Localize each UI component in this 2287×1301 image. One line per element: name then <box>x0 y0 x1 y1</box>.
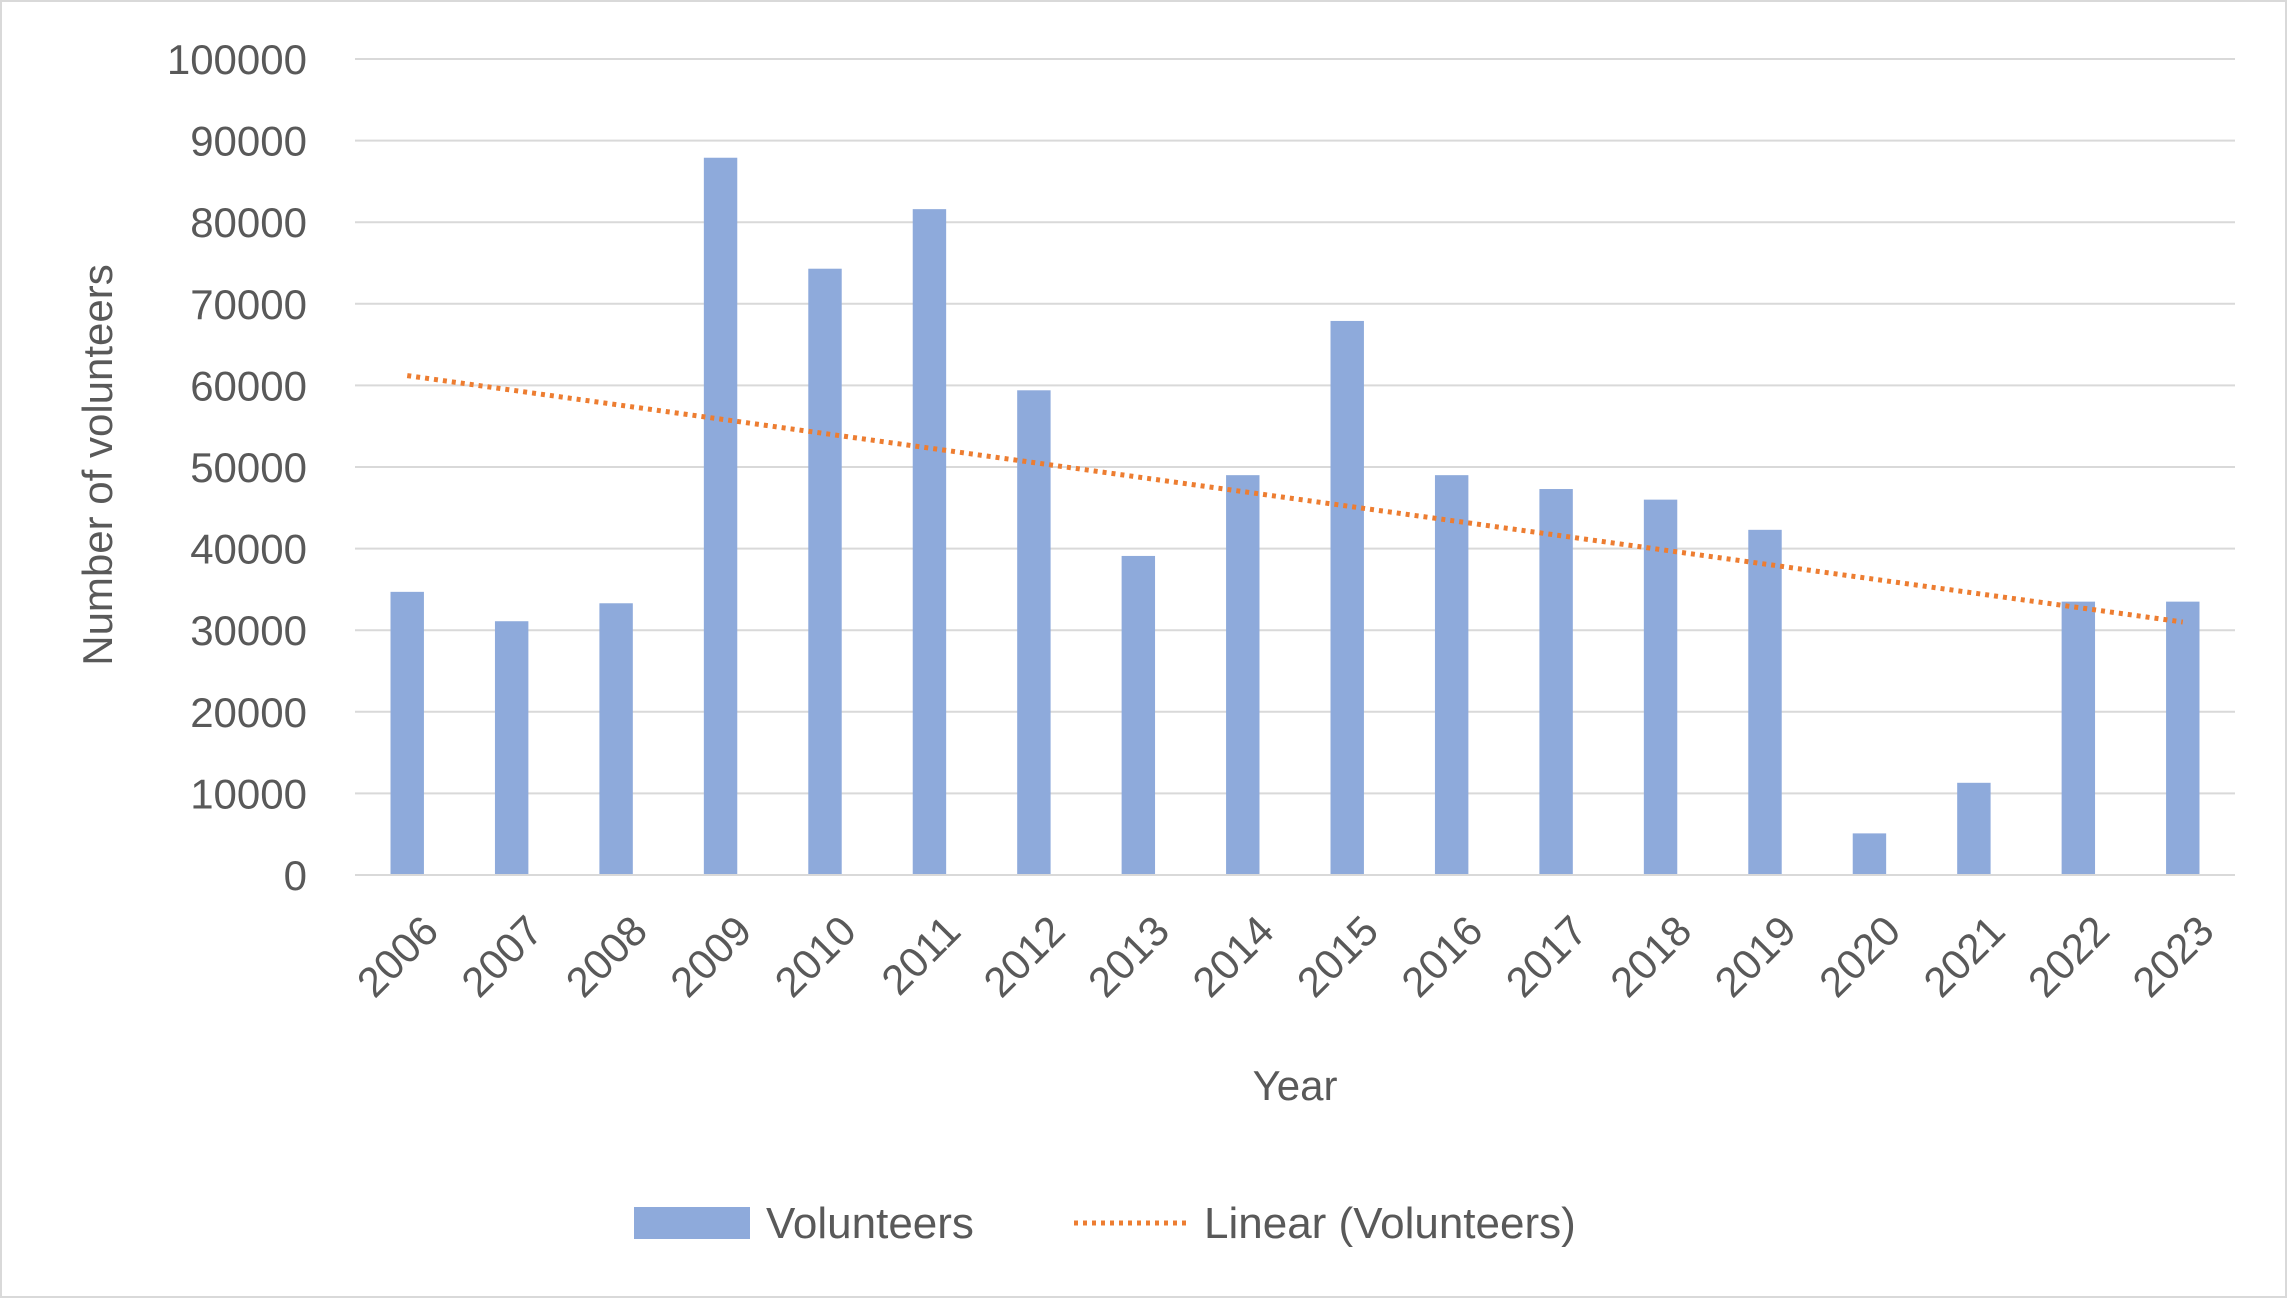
legend: Volunteers Linear (Volunteers) <box>634 1199 1576 1248</box>
x-tick-label: 2022 <box>2019 907 2118 1006</box>
y-tick-label: 60000 <box>190 362 307 409</box>
y-tick-label: 90000 <box>190 118 307 165</box>
legend-swatch-volunteers <box>634 1207 750 1239</box>
x-tick-label: 2023 <box>2123 907 2222 1006</box>
bar-2012 <box>1017 390 1051 875</box>
bar-2015 <box>1330 320 1364 875</box>
x-tick-label: 2016 <box>1392 907 1491 1006</box>
x-tick-label: 2011 <box>872 907 969 1004</box>
bar-2020 <box>1852 833 1887 875</box>
y-tick-label: 80000 <box>190 199 307 246</box>
y-axis-ticks: 0 10000 20000 30000 40000 50000 60000 70000 8000… <box>167 36 307 899</box>
x-tick-label: 2007 <box>452 907 551 1006</box>
x-tick-label: 2009 <box>661 907 760 1006</box>
bar-2021 <box>1957 782 1991 875</box>
x-tick-label: 2008 <box>557 907 656 1006</box>
bar-2016 <box>1434 475 1469 875</box>
x-axis-ticks: 2006 2007 2008 2009 2010 2011 2012 2013 2014 2015… <box>348 907 2223 1006</box>
y-tick-label: 0 <box>284 852 307 899</box>
bar-2010 <box>808 268 842 875</box>
bar-2009 <box>703 157 738 876</box>
x-tick-label: 2021 <box>1914 907 2013 1006</box>
y-tick-label: 50000 <box>190 444 307 491</box>
gridlines <box>355 58 2235 795</box>
bar-2014 <box>1226 475 1260 875</box>
legend-label-volunteers: Volunteers <box>766 1199 974 1248</box>
trendline-linear <box>406 373 2184 625</box>
bar-2017 <box>1539 489 1573 875</box>
x-tick-label: 2019 <box>1706 907 1805 1006</box>
y-tick-label: 30000 <box>190 607 307 654</box>
y-tick-label: 10000 <box>190 770 307 817</box>
y-tick-label: 70000 <box>190 281 307 328</box>
y-axis-label: Number of volunteers <box>74 264 121 666</box>
bar-2011 <box>912 209 947 876</box>
bar-2018 <box>1643 499 1678 875</box>
x-tick-label: 2006 <box>348 907 447 1006</box>
y-tick-label: 100000 <box>167 36 307 83</box>
bar-2006 <box>390 591 424 875</box>
x-tick-label: 2018 <box>1601 907 1700 1006</box>
bar-2007 <box>494 621 529 875</box>
x-tick-label: 2010 <box>766 907 865 1006</box>
x-tick-label: 2014 <box>1183 907 1282 1006</box>
bar-2013 <box>1121 555 1156 875</box>
x-tick-label: 2015 <box>1288 907 1387 1006</box>
bar-2023 <box>2166 601 2200 875</box>
bar-2019 <box>1748 529 1782 875</box>
legend-label-linear: Linear (Volunteers) <box>1204 1199 1576 1248</box>
trendline <box>406 373 2184 625</box>
bar-2022 <box>2061 601 2096 875</box>
bars <box>390 157 2200 876</box>
bar-2008 <box>599 603 633 875</box>
y-tick-label: 40000 <box>190 526 307 573</box>
x-tick-label: 2017 <box>1497 907 1596 1006</box>
x-tick-label: 2020 <box>1810 907 1909 1006</box>
x-tick-label: 2012 <box>974 907 1073 1006</box>
x-tick-label: 2013 <box>1079 907 1178 1006</box>
y-tick-label: 20000 <box>190 689 307 736</box>
x-axis-label: Year <box>1253 1062 1338 1109</box>
